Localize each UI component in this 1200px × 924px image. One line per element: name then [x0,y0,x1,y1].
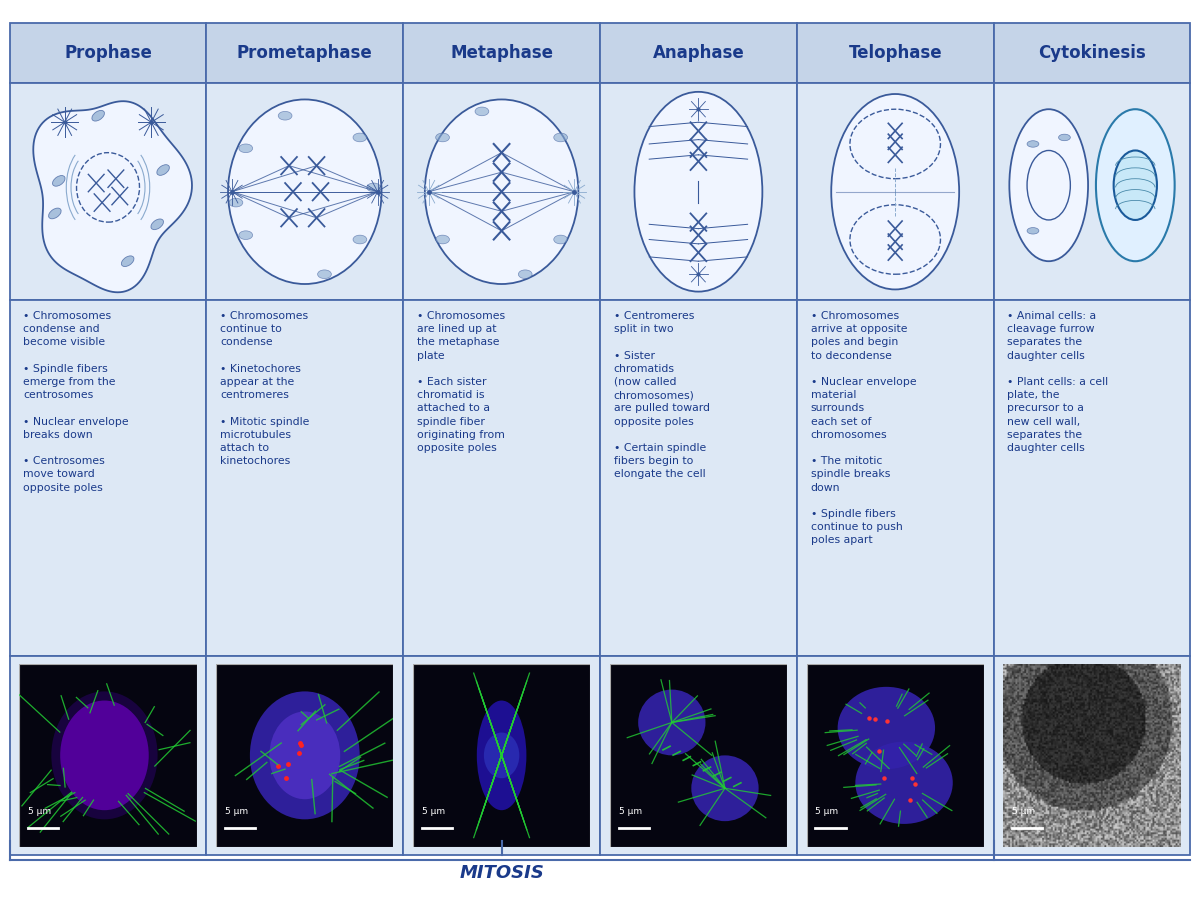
Text: Metaphase: Metaphase [450,44,553,62]
Ellipse shape [229,199,242,207]
Ellipse shape [48,208,61,219]
Ellipse shape [367,183,380,192]
Ellipse shape [476,700,527,810]
Ellipse shape [856,742,953,824]
Text: • Chromosomes
condense and
become visible

• Spindle fibers
emerge from the
cent: • Chromosomes condense and become visibl… [23,311,130,492]
Ellipse shape [553,133,568,141]
Ellipse shape [60,700,149,810]
Ellipse shape [1114,151,1157,220]
Polygon shape [34,102,192,292]
Ellipse shape [269,711,341,799]
Ellipse shape [92,110,104,121]
Text: • Centromeres
split in two

• Sister
chromatids
(now called
chromosomes)
are pul: • Centromeres split in two • Sister chro… [613,311,709,480]
Ellipse shape [121,256,134,266]
Text: Prophase: Prophase [64,44,152,62]
Text: Anaphase: Anaphase [653,44,744,62]
Text: Cytokinesis: Cytokinesis [1038,44,1146,62]
Ellipse shape [278,112,292,120]
Ellipse shape [484,733,520,778]
Ellipse shape [691,756,758,821]
Text: Prometaphase: Prometaphase [236,44,373,62]
Text: 5 μm: 5 μm [226,807,248,816]
Text: MITOSIS: MITOSIS [460,864,544,881]
Ellipse shape [151,219,163,230]
Ellipse shape [1096,109,1175,261]
Text: 5 μm: 5 μm [816,807,839,816]
Text: 5 μm: 5 μm [422,807,445,816]
Ellipse shape [436,236,450,244]
Ellipse shape [1027,140,1039,147]
Ellipse shape [1009,109,1088,261]
Ellipse shape [838,687,935,769]
Ellipse shape [635,91,762,292]
Text: • Chromosomes
are lined up at
the metaphase
plate

• Each sister
chromatid is
at: • Chromosomes are lined up at the metaph… [416,311,505,453]
Ellipse shape [1058,134,1070,140]
Ellipse shape [318,270,331,279]
Ellipse shape [250,691,360,820]
Ellipse shape [638,689,706,756]
Text: • Chromosomes
arrive at opposite
poles and begin
to decondense

• Nuclear envelo: • Chromosomes arrive at opposite poles a… [810,311,917,545]
Ellipse shape [475,107,488,116]
Ellipse shape [353,133,367,141]
Ellipse shape [553,236,568,244]
Ellipse shape [518,270,532,279]
Text: 5 μm: 5 μm [619,807,642,816]
Ellipse shape [239,231,253,239]
Text: • Animal cells: a
cleavage furrow
separates the
daughter cells

• Plant cells: a: • Animal cells: a cleavage furrow separa… [1007,311,1109,453]
Ellipse shape [228,100,382,284]
Ellipse shape [353,236,367,244]
Ellipse shape [832,94,959,289]
Ellipse shape [436,133,450,141]
Ellipse shape [239,144,253,152]
Ellipse shape [1027,227,1039,234]
Ellipse shape [53,176,65,187]
Ellipse shape [157,164,169,176]
Ellipse shape [52,691,157,820]
Text: 5 μm: 5 μm [1013,807,1036,816]
Text: • Chromosomes
continue to
condense

• Kinetochores
appear at the
centromeres

• : • Chromosomes continue to condense • Kin… [220,311,310,467]
Ellipse shape [425,100,578,284]
Text: 5 μm: 5 μm [29,807,52,816]
Text: Telophase: Telophase [848,44,942,62]
